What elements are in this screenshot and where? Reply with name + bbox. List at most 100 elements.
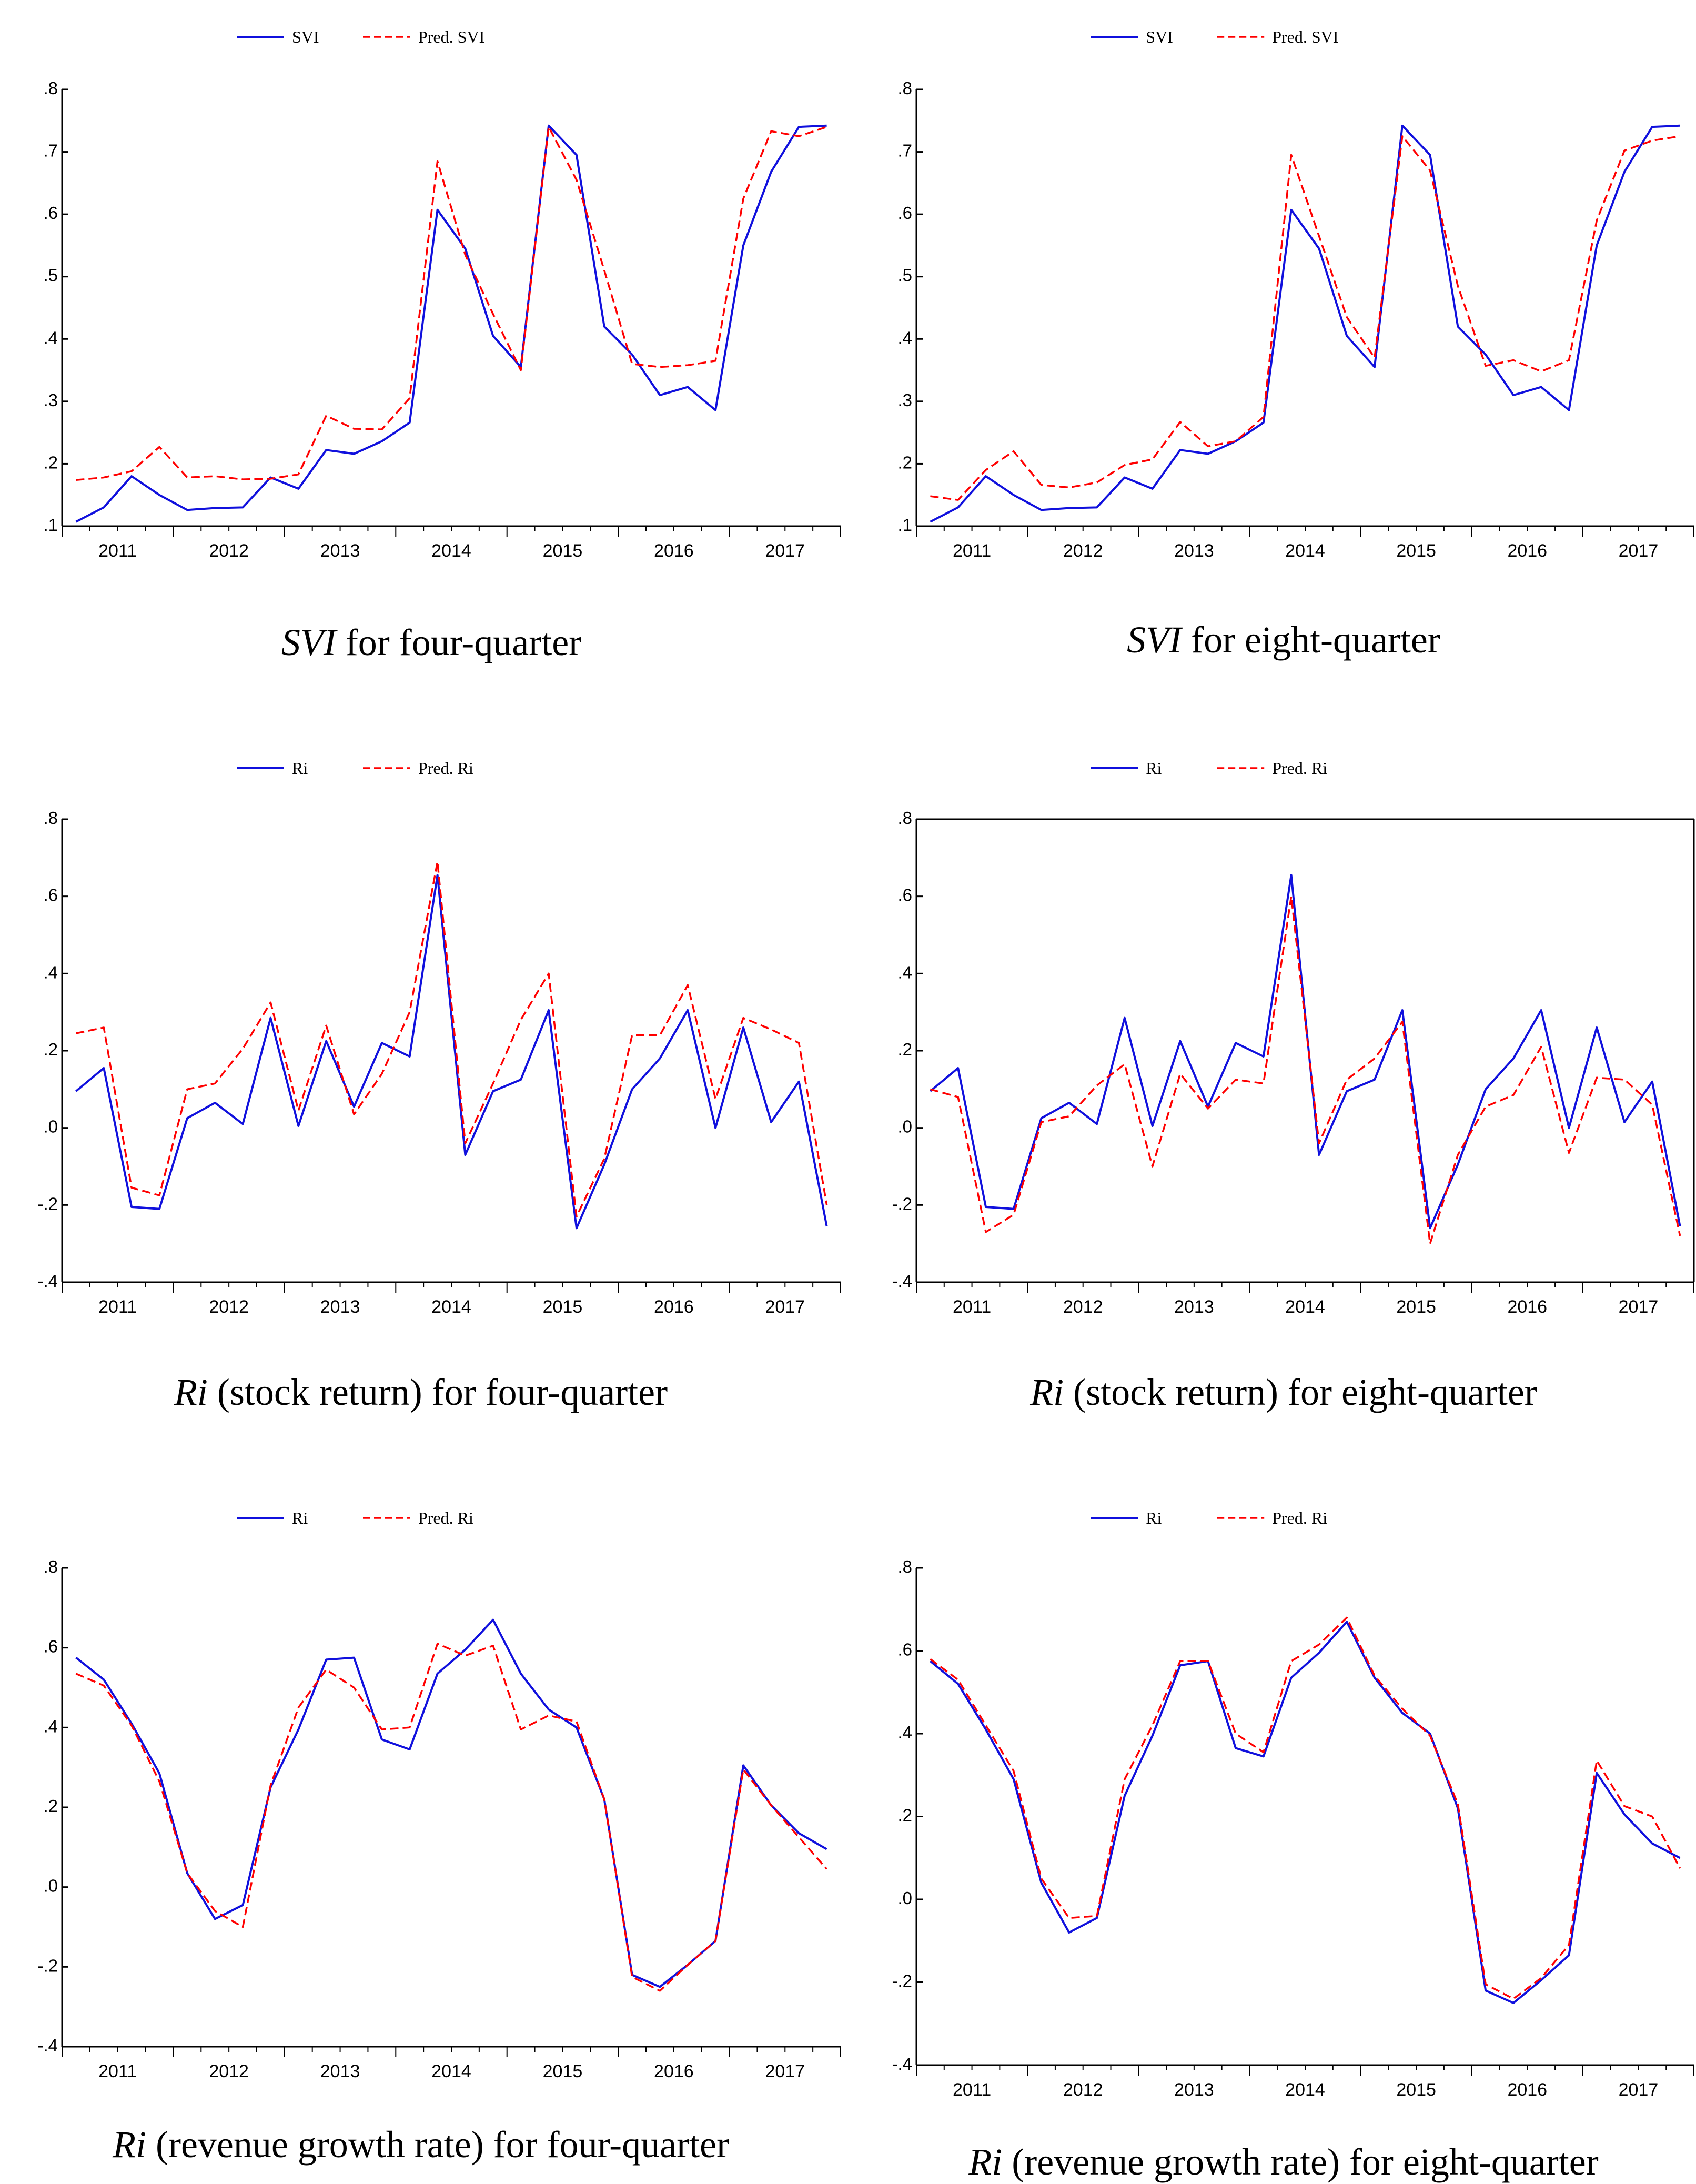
chart-ri-stock-eight: -.4 -.2 .0 .2 .4 .6 .8 2011 2012 2013 2014 2015 2016…	[892, 759, 1695, 1317]
chart-panel-svi-eight: .1 .2 .3 .4 .5 .6 .7 .8 2011 2012 2013 2014 2015 2016…	[884, 16, 1696, 661]
y-tick-label: -.4	[37, 2036, 58, 2055]
caption-ri-rev-eight: Ri (revenue growth rate) for eight-quart…	[863, 2140, 1696, 2184]
y-tick-label: .6	[43, 885, 58, 905]
series-line-predicted	[930, 1616, 1681, 2000]
caption-var: SVI	[281, 621, 336, 663]
y-tick-label: .1	[43, 515, 58, 535]
x-tick-label: 2012	[209, 2061, 249, 2081]
y-tick-label: -.2	[37, 1956, 58, 1975]
chart-ri-rev-eight: -.4 -.2 .0 .2 .4 .6 .8 2011 2012 2013 2014 2015 2016…	[892, 1508, 1694, 2100]
series-line-actual	[75, 874, 828, 1230]
x-tick-label: 2015	[1396, 1297, 1436, 1317]
y-tick-label: .2	[897, 1040, 912, 1059]
y-tick-label: .6	[897, 885, 912, 905]
legend-label-actual: Ri	[292, 759, 308, 778]
y-tick-label: .4	[43, 962, 58, 982]
x-tick-label: 2012	[1063, 2080, 1103, 2100]
chart-panel-ri-stock-four: -.4 -.2 .0 .2 .4 .6 .8 2011 2012 2013 2014 2015 2016…	[21, 747, 842, 1413]
x-tick-label: 2015	[1396, 541, 1436, 561]
y-tick-label: .0	[897, 1117, 912, 1136]
caption-ri-rev-four: Ri (revenue growth rate) for four-quarte…	[0, 2123, 842, 2167]
chart-panel-ri-rev-four: -.4 -.2 .0 .2 .4 .6 .8 2011 2012 2013 2014 2015 2016…	[21, 1499, 842, 2166]
y-tick-label: .4	[43, 1716, 58, 1736]
chart-svi-eight: .1 .2 .3 .4 .5 .6 .7 .8 2011 2012 2013 2014 2015 2016…	[897, 27, 1694, 561]
legend-label-predicted: Pred. SVI	[1272, 27, 1338, 46]
x-tick-label: 2015	[543, 1297, 583, 1317]
legend-label-actual: SVI	[292, 27, 319, 46]
series-line-actual	[930, 124, 1680, 523]
y-tick-label: -.4	[892, 2054, 912, 2074]
x-tick-label: 2014	[1285, 541, 1325, 561]
x-tick-label: 2014	[431, 1297, 471, 1317]
x-tick-label: 2013	[1174, 541, 1214, 561]
x-tick-label: 2017	[1619, 541, 1659, 561]
x-tick-label: 2011	[98, 541, 137, 561]
x-tick-label: 2017	[765, 1297, 805, 1317]
caption-var: SVI	[1127, 619, 1182, 661]
y-tick-label: .4	[43, 328, 58, 347]
y-tick-label: .0	[43, 1876, 58, 1896]
x-tick-label: 2017	[765, 2061, 805, 2081]
y-tick-label: .8	[43, 78, 58, 98]
caption-svi-eight: SVI for eight-quarter	[863, 618, 1696, 662]
y-tick-label: .4	[897, 962, 912, 982]
x-tick-label: 2014	[431, 541, 471, 561]
y-tick-label: -.2	[892, 1971, 912, 1991]
y-tick-label: .6	[897, 203, 912, 223]
series-line-predicted	[75, 1643, 827, 1992]
legend-label-actual: Ri	[1146, 1508, 1162, 1527]
x-tick-label: 2012	[1063, 541, 1103, 561]
y-tick-label: .2	[43, 452, 58, 472]
series-line-actual	[75, 1618, 827, 1988]
x-tick-label: 2013	[320, 541, 360, 561]
series-line-actual	[930, 874, 1681, 1230]
y-tick-label: .2	[43, 1040, 58, 1059]
x-tick-label: 2015	[543, 541, 583, 561]
caption-text: (revenue growth rate) for four-quarter	[146, 2123, 729, 2166]
y-tick-label: .5	[897, 266, 912, 285]
x-tick-label: 2013	[320, 2061, 360, 2081]
series-line-predicted	[930, 135, 1680, 501]
chart-panel-ri-rev-eight: -.4 -.2 .0 .2 .4 .6 .8 2011 2012 2013 2014 2015 2016…	[884, 1499, 1696, 2183]
caption-ri-stock-four: Ri (stock return) for four-quarter	[0, 1371, 842, 1414]
y-tick-label: .1	[897, 515, 912, 535]
legend-label-actual: SVI	[1146, 27, 1173, 46]
series-line-actual	[75, 124, 827, 523]
x-tick-label: 2012	[209, 541, 249, 561]
y-tick-label: .0	[43, 1117, 58, 1136]
x-tick-label: 2012	[1063, 1297, 1103, 1317]
y-tick-label: .2	[897, 1806, 912, 1825]
y-tick-label: .3	[897, 390, 912, 410]
caption-text: for eight-quarter	[1182, 619, 1440, 661]
caption-text: for four-quarter	[336, 621, 582, 663]
y-tick-label: .6	[897, 1640, 912, 1659]
series-line-predicted	[76, 126, 827, 481]
y-tick-label: -.4	[37, 1271, 58, 1291]
x-tick-label: 2011	[98, 2061, 137, 2081]
chart-ri-stock-four: -.4 -.2 .0 .2 .4 .6 .8 2011 2012 2013 2014 2015 2016…	[37, 759, 841, 1317]
x-tick-label: 2014	[1285, 2080, 1325, 2100]
series-line-actual	[930, 1621, 1681, 2004]
y-tick-label: .0	[897, 1888, 912, 1908]
y-tick-label: .2	[897, 452, 912, 472]
x-tick-label: 2016	[654, 1297, 694, 1317]
x-tick-label: 2015	[1396, 2080, 1436, 2100]
y-tick-label: .6	[43, 203, 58, 223]
chart-svi-four: .1 .2 .3 .4 .5 .6 .7 .8 2011 2012 2013 2014 2015 2016…	[43, 27, 841, 561]
caption-text: (stock return) for eight-quarter	[1064, 1371, 1537, 1413]
y-tick-label: .7	[43, 141, 58, 160]
x-tick-label: 2016	[1507, 2080, 1547, 2100]
x-tick-label: 2011	[953, 1297, 991, 1317]
legend-label-predicted: Pred. Ri	[1272, 759, 1327, 778]
caption-ri-stock-eight: Ri (stock return) for eight-quarter	[863, 1371, 1696, 1414]
x-tick-label: 2011	[953, 541, 991, 561]
x-tick-label: 2016	[654, 2061, 694, 2081]
y-tick-label: .8	[897, 808, 912, 828]
y-tick-label: -.4	[892, 1271, 912, 1291]
chart-panel-ri-stock-eight: -.4 -.2 .0 .2 .4 .6 .8 2011 2012 2013 2014 2015 2016…	[884, 747, 1696, 1413]
series-line-predicted	[76, 860, 828, 1218]
caption-text: (stock return) for four-quarter	[207, 1371, 668, 1413]
y-tick-label: .4	[897, 328, 912, 347]
y-tick-label: .5	[43, 266, 58, 285]
x-tick-label: 2013	[1174, 2080, 1214, 2100]
